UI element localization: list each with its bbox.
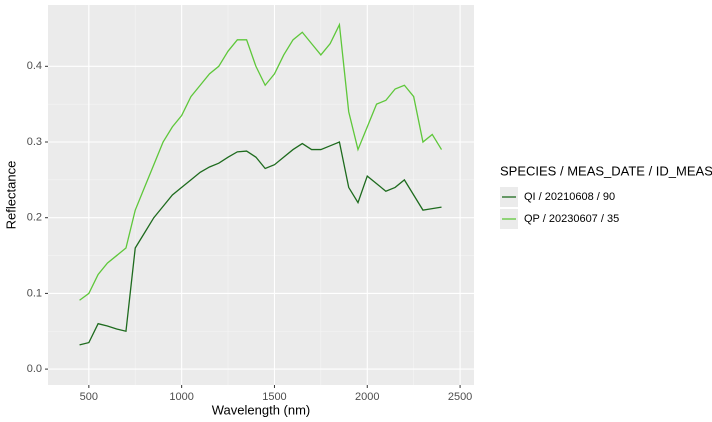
y-tick-label: 0.2: [27, 212, 42, 224]
y-tick-label: 0.1: [27, 287, 42, 299]
data-line: [79, 141, 442, 346]
x-tick-label: 1000: [169, 391, 193, 403]
y-tick-label: 0.0: [27, 363, 42, 375]
x-tick-label: 500: [80, 391, 98, 403]
y-tick-label: 0.3: [27, 136, 42, 148]
legend-title: SPECIES / MEAS_DATE / ID_MEAS: [500, 163, 712, 178]
legend-label: QP / 20230607 / 35: [524, 213, 619, 225]
data-line: [79, 22, 443, 301]
legend-label: QI / 20210608 / 90: [524, 191, 615, 203]
x-tick-label: 2500: [448, 391, 472, 403]
panel-background: [48, 5, 474, 385]
y-axis-title: Reflectance: [3, 161, 18, 230]
x-tick-label: 2000: [355, 391, 379, 403]
y-tick-label: 0.4: [27, 60, 42, 72]
x-tick-label: 1500: [262, 391, 286, 403]
x-axis-title: Wavelength (nm): [212, 402, 311, 417]
